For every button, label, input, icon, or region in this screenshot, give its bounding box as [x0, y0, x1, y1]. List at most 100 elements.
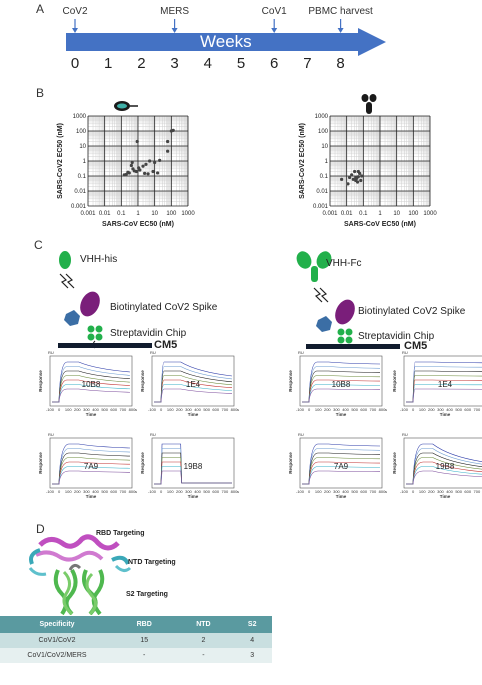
y-unit-label: RU — [402, 350, 408, 355]
x-tick-label: 0 — [160, 407, 163, 412]
x-tick-label: 800 — [231, 407, 238, 412]
x-tick-label: 0 — [412, 489, 415, 494]
sensorgram-trace — [154, 470, 232, 485]
x-tick-label: 0 — [160, 489, 163, 494]
scatter-point — [130, 160, 134, 165]
vhh-fc-icon — [361, 94, 377, 114]
y-tick-label: 100 — [318, 129, 329, 135]
cm5-label-left: CM5 — [154, 339, 178, 351]
y-axis-label: Response — [38, 370, 43, 392]
x-tick-label: 200 — [324, 489, 331, 494]
x-tick-label: 100 — [167, 407, 174, 412]
event-label: MERS — [160, 6, 190, 17]
y-unit-label: RU — [48, 432, 54, 437]
s2-targeting-label: S2 Targeting — [126, 591, 168, 598]
x-tick-label: 700 — [370, 407, 377, 412]
ec50-scatter-plots: 0.001 0.01 0.1 1 10 100 10000.0010.010.1110100… — [57, 94, 437, 228]
event-label: CoV2 — [62, 6, 88, 17]
y-tick-label: 1 — [325, 159, 329, 165]
y-axis-label: SARS-CoV2 EC50 (nM) — [299, 123, 306, 199]
x-tick-label: 300 — [333, 489, 340, 494]
sensorgram-trace — [406, 461, 482, 485]
sensorgram-label: 7A9 — [84, 462, 99, 471]
x-tick-label: 500 — [351, 407, 358, 412]
x-tick-label: 800 — [379, 407, 386, 412]
event-arrows — [72, 19, 344, 33]
sensorgram-trace — [52, 388, 131, 403]
table-cell: 15 — [114, 633, 175, 648]
x-tick-label: 10 — [151, 211, 158, 217]
y-tick-label: 0.1 — [320, 174, 329, 180]
x-unit-label: s — [385, 489, 387, 494]
x-tick-label: -100 — [148, 489, 157, 494]
scatter-plot-2: 0.001 0.01 0.1 1 10 100 10000.0010.010.1110100… — [299, 114, 437, 228]
panel-label-c: C — [34, 238, 43, 252]
x-tick-label: 100 — [167, 489, 174, 494]
table-cell: CoV1/CoV2 — [0, 633, 114, 648]
y-unit-label: RU — [298, 350, 304, 355]
y-axis-label: SARS-CoV2 EC50 (nM) — [57, 123, 64, 199]
x-tick-label: 400 — [92, 407, 99, 412]
structure-panel: RBD Targeting NTD Targeting S2 Targeting — [0, 530, 482, 615]
x-tick-label: 100 — [315, 407, 322, 412]
x-tick-label: 0.1 — [117, 211, 126, 217]
x-tick-label: 10 — [393, 211, 400, 217]
x-tick-label: 300 — [333, 407, 340, 412]
sensorgram-panel: RU Response -100 0 100 200 300 400 500 600 700 800 T… — [0, 348, 482, 523]
spike-shape — [80, 291, 100, 317]
x-tick-label: 200 — [324, 407, 331, 412]
scatter-point — [359, 178, 363, 183]
y-tick-label: 1 — [83, 159, 87, 165]
table-header-row: Specificity RBD NTD S2 — [0, 616, 272, 633]
sensorgram-10B8: RU Response -100 0 100 200 300 400 500 600 700 800 T… — [288, 350, 387, 417]
scatter-point — [129, 163, 133, 168]
week-number: 4 — [203, 55, 212, 72]
spike-structure-image — [28, 534, 132, 615]
x-tick-label: 1000 — [181, 211, 195, 217]
x-tick-label: 0.001 — [80, 211, 96, 217]
panel-label-d: D — [36, 522, 45, 536]
x-tick-label: 100 — [419, 407, 426, 412]
x-tick-label: 100 — [65, 489, 72, 494]
scatter-point — [158, 158, 162, 162]
x-tick-label: 600 — [110, 489, 117, 494]
x-tick-label: 0.01 — [99, 211, 111, 217]
scatter-point — [351, 177, 355, 181]
spike-ribbon — [28, 534, 132, 615]
scatter-point — [148, 159, 152, 163]
x-tick-label: 100 — [408, 211, 419, 217]
event-arrow-head — [171, 28, 178, 33]
y-tick-label: 10 — [79, 144, 86, 150]
week-number: 6 — [270, 55, 279, 72]
x-tick-label: 300 — [83, 489, 90, 494]
event-label: PBMC harvest — [308, 6, 373, 17]
x-tick-label: -100 — [46, 407, 55, 412]
sensorgram-trace — [52, 466, 131, 485]
ec50-scatter-panel: 0.001 0.01 0.1 1 10 100 1000 0.001 0.01 0.1 1 10 100… — [0, 92, 482, 242]
event-arrow-head — [72, 28, 78, 33]
x-tick-label: 600 — [464, 407, 471, 412]
sensorgram-frame — [403, 355, 482, 407]
x-tick-label: 200 — [74, 407, 81, 412]
x-tick-label: -100 — [296, 489, 305, 494]
x-tick-label: 200 — [428, 489, 435, 494]
sensorgram-19B8: RUResponse-1000100200300400500600700800T… — [392, 432, 482, 499]
x-tick-label: 0 — [412, 407, 415, 412]
x-tick-label: 500 — [203, 407, 210, 412]
sensorgram-frame — [151, 437, 235, 489]
scatter-point — [360, 174, 364, 178]
x-tick-label: 700 — [474, 489, 481, 494]
y-tick-label: 0.1 — [78, 174, 87, 180]
x-tick-label: 300 — [437, 407, 444, 412]
sensorgram-trace — [406, 466, 482, 485]
x-tick-label: 1000 — [423, 211, 437, 217]
sensorgram-label: 10B8 — [332, 380, 351, 389]
table-cell: - — [174, 648, 233, 663]
x-axis-label: Time — [440, 494, 451, 499]
sensorgram-frame — [403, 437, 482, 489]
y-axis-label: Response — [392, 452, 397, 474]
rbd-targeting-label: RBD Targeting — [96, 530, 145, 537]
week-number: 1 — [104, 55, 113, 72]
